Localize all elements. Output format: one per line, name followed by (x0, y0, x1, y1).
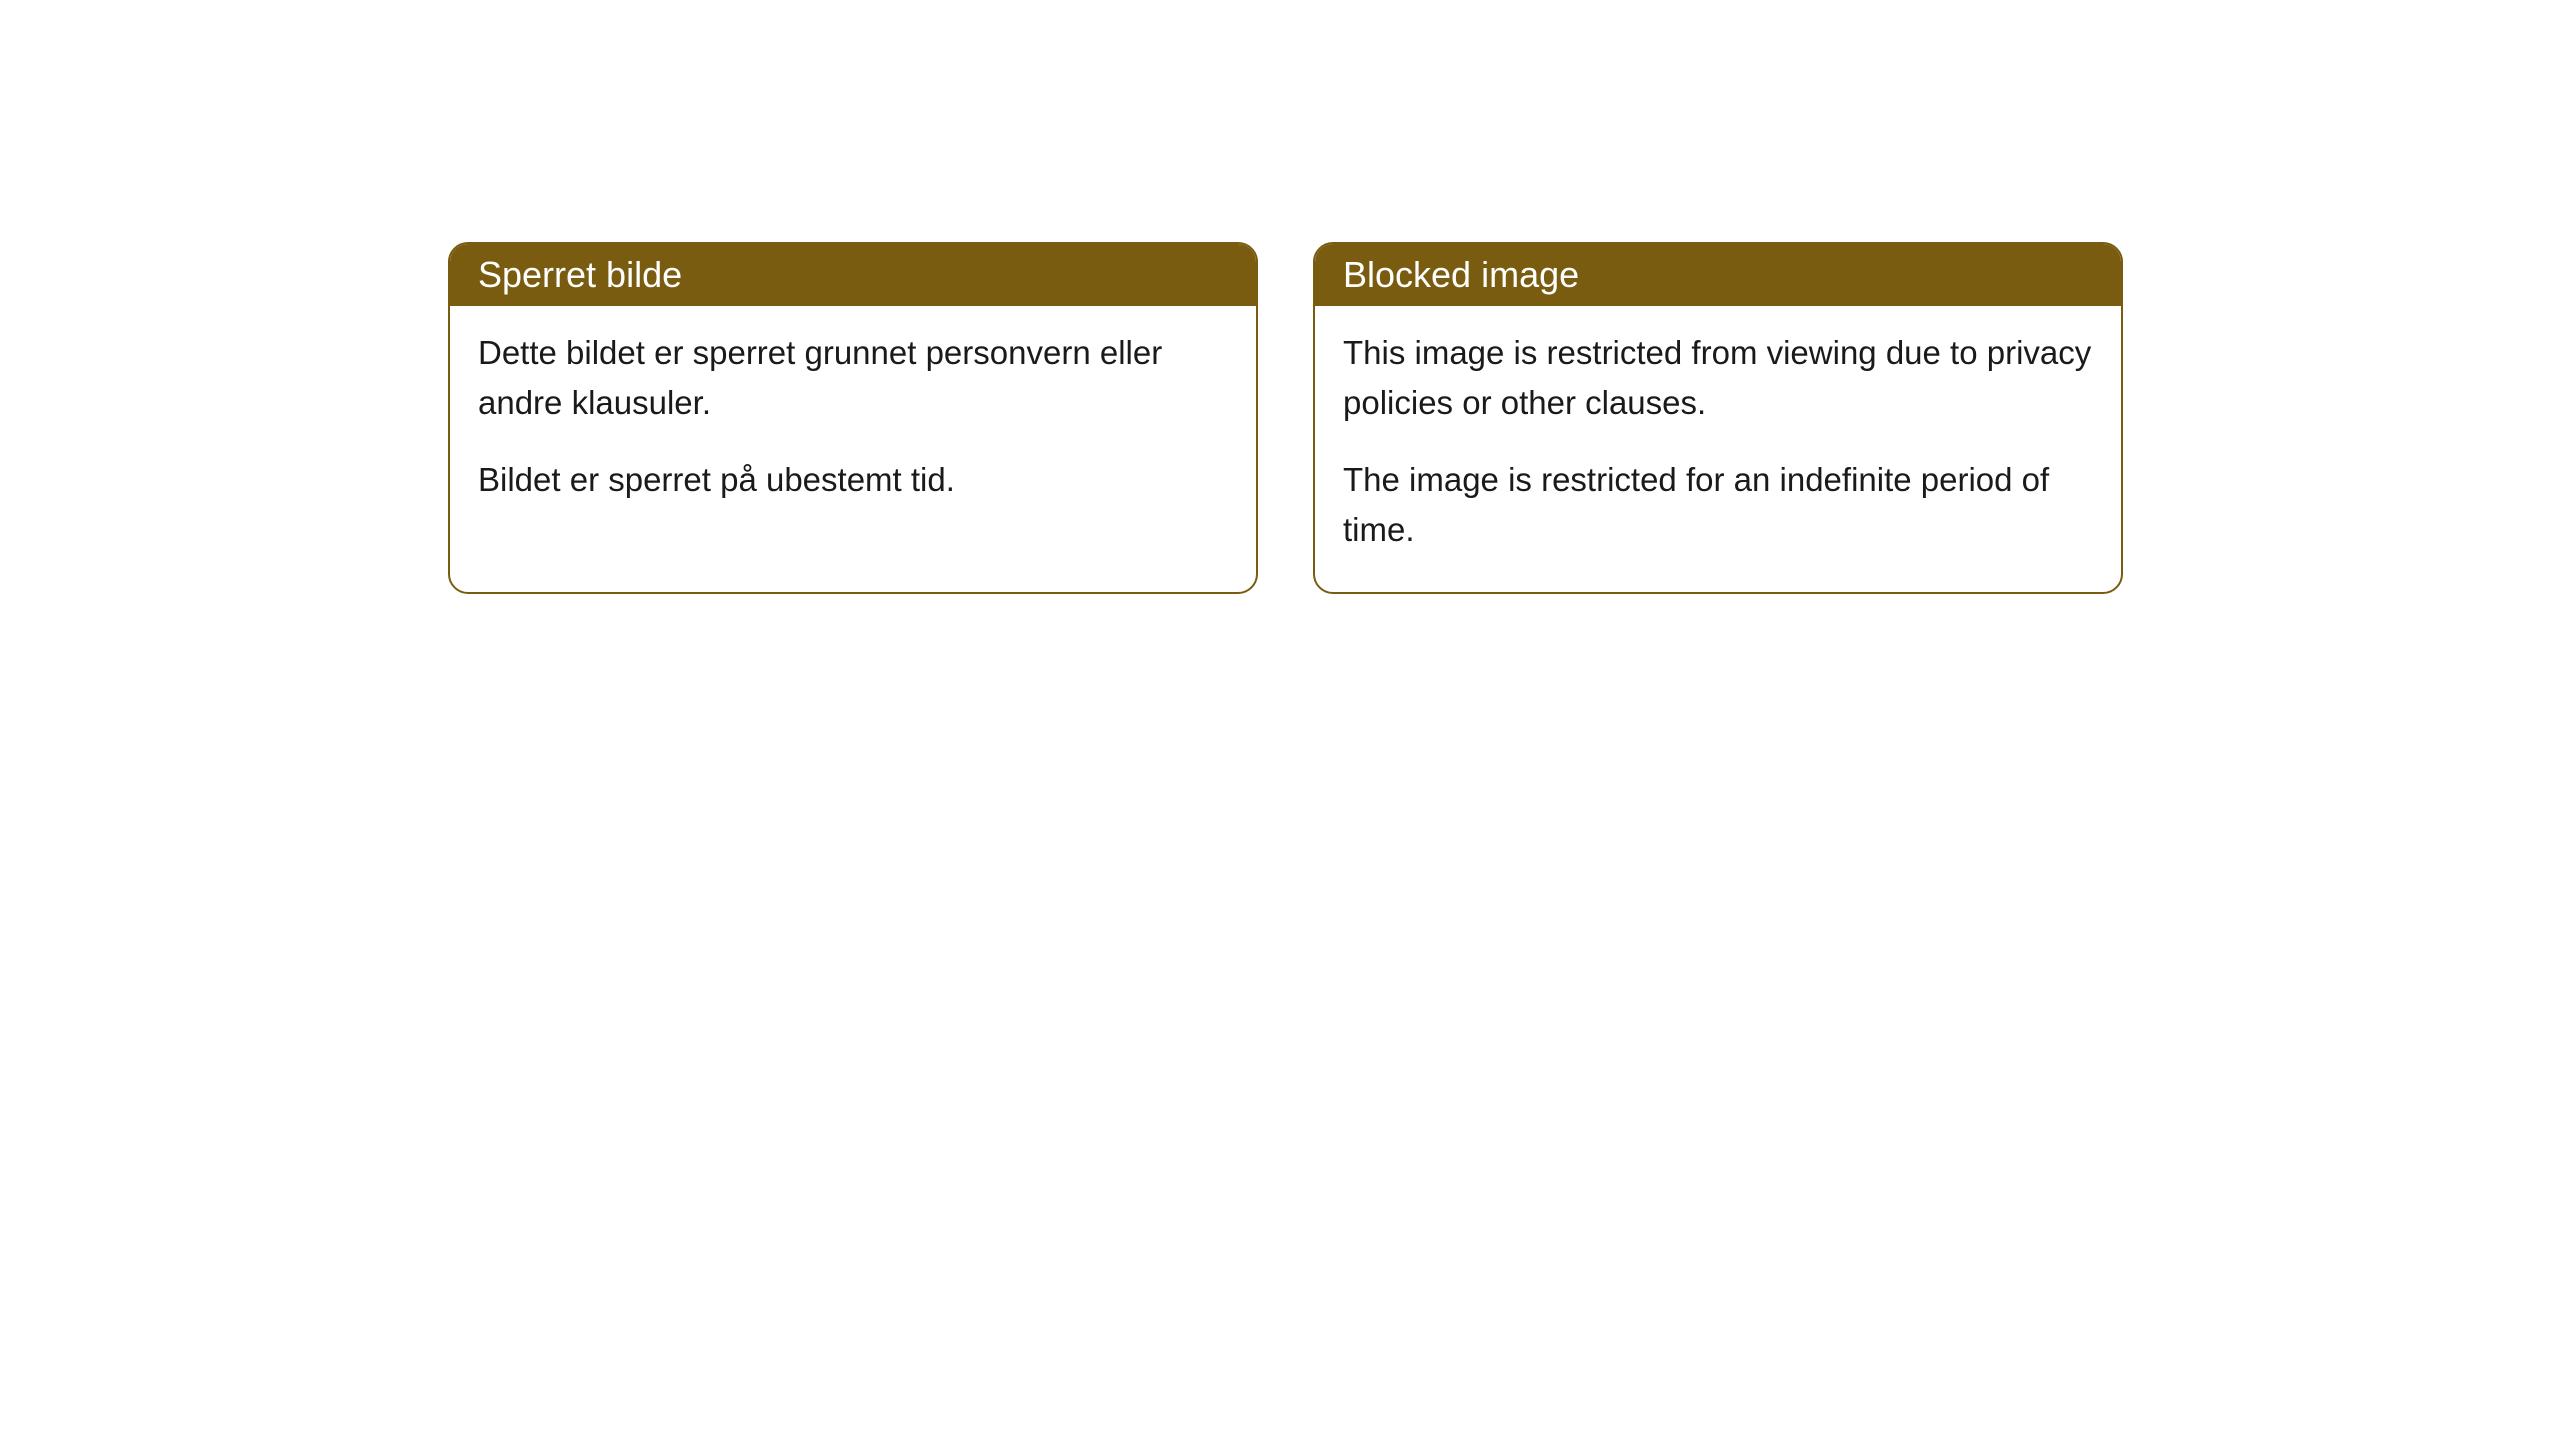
blocked-image-card-norwegian: Sperret bilde Dette bildet er sperret gr… (448, 242, 1258, 594)
card-paragraph-1-norwegian: Dette bildet er sperret grunnet personve… (478, 328, 1228, 427)
card-body-english: This image is restricted from viewing du… (1315, 306, 2121, 592)
card-header-english: Blocked image (1315, 244, 2121, 306)
card-body-norwegian: Dette bildet er sperret grunnet personve… (450, 306, 1256, 543)
card-title-english: Blocked image (1343, 254, 1579, 295)
card-paragraph-2-english: The image is restricted for an indefinit… (1343, 455, 2093, 554)
card-header-norwegian: Sperret bilde (450, 244, 1256, 306)
card-title-norwegian: Sperret bilde (478, 254, 682, 295)
card-paragraph-2-norwegian: Bildet er sperret på ubestemt tid. (478, 455, 1228, 505)
cards-container: Sperret bilde Dette bildet er sperret gr… (0, 0, 2560, 594)
blocked-image-card-english: Blocked image This image is restricted f… (1313, 242, 2123, 594)
card-paragraph-1-english: This image is restricted from viewing du… (1343, 328, 2093, 427)
